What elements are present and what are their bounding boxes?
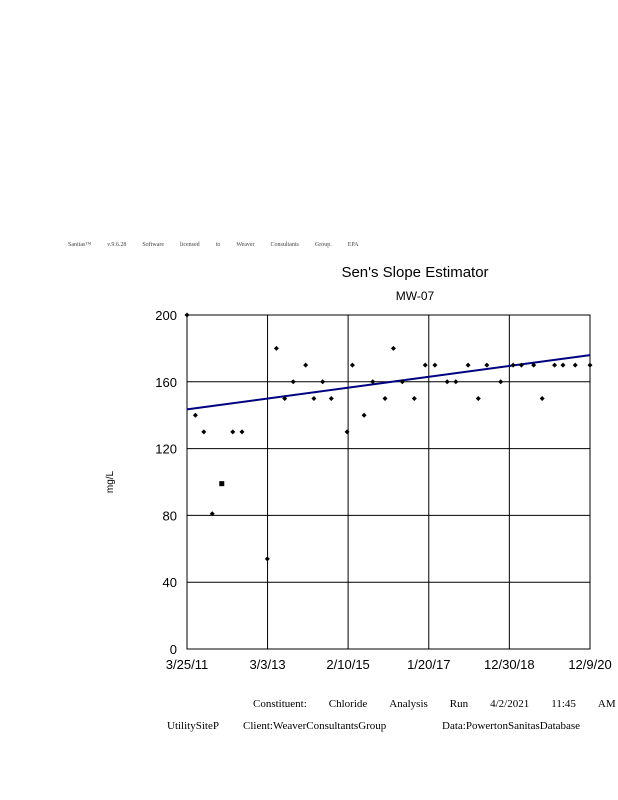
data-point [390,345,396,351]
data-point [303,362,309,368]
data-point [361,412,367,418]
x-tick-label: 1/20/17 [407,657,450,672]
data-point [209,511,215,517]
chart-title: Sen's Slope Estimator [341,264,489,281]
data-point [184,312,190,318]
data-point [370,379,376,385]
footer-line-1: Constituent: Chloride Analysis Run 4/2/2021 1… [253,698,618,710]
footer-constituent-label: Constituent: [253,698,307,710]
data-point [382,396,388,401]
footer-run-date: 4/2/2021 [490,698,530,710]
data-point [531,362,537,368]
data-point-square [219,481,225,487]
footer-word: Run [449,698,469,710]
footer-word: Analysis [389,698,428,710]
x-tick-label: 12/30/18 [484,657,535,672]
data-point [560,362,566,368]
footer-ampm: AM [597,698,616,710]
x-tick-label: 12/9/20 [568,657,611,672]
data-point [552,362,558,368]
data-point [349,362,355,368]
data-point [264,556,270,562]
banner-word: Group. [314,242,332,248]
data-point [192,412,198,418]
y-axis-label: mg/L [105,470,116,493]
data-point [282,396,288,401]
data-point [411,396,417,401]
banner-word: Consultants [270,242,299,248]
data-point [510,362,516,368]
data-point [465,362,471,368]
data-point [453,379,459,385]
data-point [290,379,296,385]
banner-word: EPA [347,242,359,248]
y-tick-label: 80 [163,508,177,523]
data-point [201,429,207,435]
x-tick-label: 3/3/13 [249,657,285,672]
x-tick-label: 2/10/15 [326,657,369,672]
data-point [399,379,405,385]
banner-word: Software [142,242,165,248]
data-point [311,396,317,401]
x-tick-label: 3/25/11 [166,657,208,672]
data-point [587,362,593,368]
y-tick-label: 160 [155,375,177,390]
banner-word: licensed [180,242,200,248]
footer-client: Client:WeaverConsultantsGroup [243,720,387,732]
plot-area-border [186,314,591,650]
banner-word: Weaver [236,242,255,248]
y-tick-label: 0 [170,642,177,657]
data-point [273,345,279,351]
y-tick-label: 120 [155,442,177,457]
footer-constituent-value: Chloride [328,698,368,710]
banner-word: v.9.6.28 [107,242,127,248]
footer-run-time: 11:45 [551,698,576,710]
y-tick-label: 40 [163,575,177,590]
data-point [320,379,326,385]
data-point [498,379,504,385]
data-point [432,362,438,368]
y-tick-label: 200 [155,308,177,323]
banner-word: to [215,242,221,248]
data-point [444,379,450,385]
data-point [422,362,428,368]
software-license-banner: Sanitas™ v.9.6.28 Software licensed to Weaver… [68,242,375,248]
data-point [344,429,350,435]
data-point [328,396,334,401]
banner-word: Sanitas™ [68,242,92,248]
data-point [539,396,545,401]
footer-database: Data:PowertonSanitasDatabase [442,720,581,732]
data-point [475,396,481,401]
data-point [572,362,578,368]
data-point [518,362,524,368]
data-point [239,429,245,435]
chart-subtitle: MW-07 [395,289,435,303]
data-point [484,362,490,368]
data-point [230,429,236,435]
footer-site: UtilitySiteP [167,720,219,732]
